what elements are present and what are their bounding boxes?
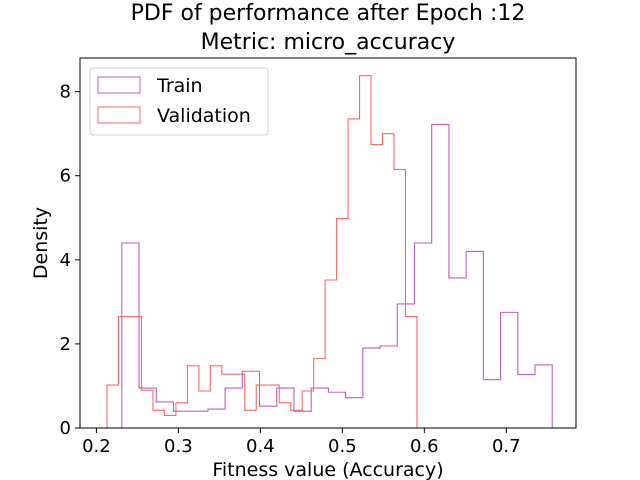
y-tick-label: 6 [60,166,71,187]
chart-title: PDF of performance after Epoch :12 [131,1,526,26]
y-tick-label: 4 [60,250,71,271]
plot-frame [79,57,577,429]
y-axis-ticks: 0 2 4 6 8 [60,82,80,439]
histogram-series-train [121,123,553,428]
x-tick-label: 0.7 [492,436,521,457]
legend-swatch-train [97,76,141,94]
x-tick-label: 0.6 [410,436,439,457]
y-tick-label: 0 [60,418,71,439]
x-tick-label: 0.4 [246,436,275,457]
x-axis-ticks: 0.2 0.3 0.4 0.5 0.6 0.7 [82,428,521,457]
y-axis-label: Density [30,207,52,279]
x-tick-label: 0.3 [164,436,193,457]
histogram-series-validation [106,75,418,428]
x-tick-label: 0.2 [82,436,111,457]
legend-swatch-validation [97,106,141,124]
x-axis-label: Fitness value (Accuracy) [212,459,443,480]
legend-label-validation: Validation [157,105,251,127]
x-tick-label: 0.5 [328,436,357,457]
legend-box [89,67,269,136]
legend-label-train: Train [156,75,203,97]
chart-subtitle: Metric: micro_accuracy [201,30,456,55]
series-layer [106,75,553,428]
y-tick-label: 2 [60,334,71,355]
y-tick-label: 8 [60,82,71,103]
legend: Train Validation [89,67,269,136]
